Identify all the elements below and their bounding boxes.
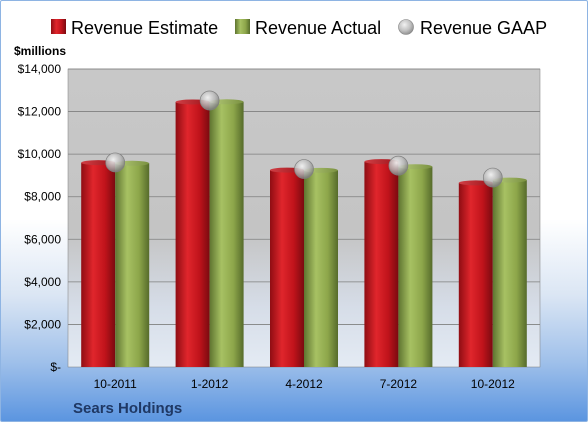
x-tick-label: 1-2012 — [191, 377, 229, 391]
x-tick-label: 10-2012 — [471, 377, 515, 391]
estimate-bar — [81, 162, 116, 367]
gaap-marker — [294, 159, 314, 179]
estimate-bar — [175, 101, 210, 367]
y-tick-label: $14,000 — [18, 62, 62, 76]
estimate-bar — [364, 161, 399, 367]
actual-bar — [115, 163, 150, 367]
company-label: Sears Holdings — [73, 400, 182, 417]
legend-swatch-actual — [235, 19, 250, 34]
estimate-bar — [458, 182, 493, 367]
legend-label-gaap: Revenue GAAP — [420, 18, 547, 38]
y-tick-label: $8,000 — [24, 190, 61, 204]
actual-bar — [209, 101, 244, 367]
gaap-marker — [199, 90, 220, 111]
x-axis-ticks: 10-2011 1-2012 4-2012 7-2012 10-2012 — [94, 377, 516, 391]
y-tick-label: $4,000 — [24, 275, 61, 289]
legend-swatch-estimate — [51, 19, 66, 34]
y-axis-ticks: $- $2,000 $4,000 $6,000 $8,000 $10,000 $12,000… — [18, 62, 62, 374]
actual-bar — [304, 170, 338, 367]
gaap-marker — [105, 152, 126, 173]
y-tick-label: $- — [50, 360, 61, 374]
y-tick-label: $10,000 — [18, 147, 62, 161]
y-tick-label: $6,000 — [24, 232, 61, 246]
x-tick-label: 10-2011 — [94, 377, 137, 391]
gaap-marker — [482, 167, 503, 188]
gaap-markers — [105, 90, 503, 188]
legend-swatch-gaap — [398, 19, 414, 35]
gaap-marker — [388, 155, 409, 176]
y-tick-label: $12,000 — [18, 105, 62, 119]
actual-bar — [398, 166, 433, 367]
x-tick-label: 7-2012 — [380, 377, 418, 391]
units-label: $millions — [14, 44, 66, 58]
x-tick-label: 4-2012 — [285, 377, 323, 391]
actual-bar — [492, 180, 527, 367]
legend-label-actual: Revenue Actual — [255, 18, 381, 38]
legend-label-estimate: Revenue Estimate — [71, 18, 218, 38]
bars — [81, 99, 527, 367]
estimate-bar — [270, 170, 304, 367]
y-tick-label: $2,000 — [24, 317, 61, 331]
legend: Revenue Estimate Revenue Actual Revenue … — [51, 18, 547, 38]
